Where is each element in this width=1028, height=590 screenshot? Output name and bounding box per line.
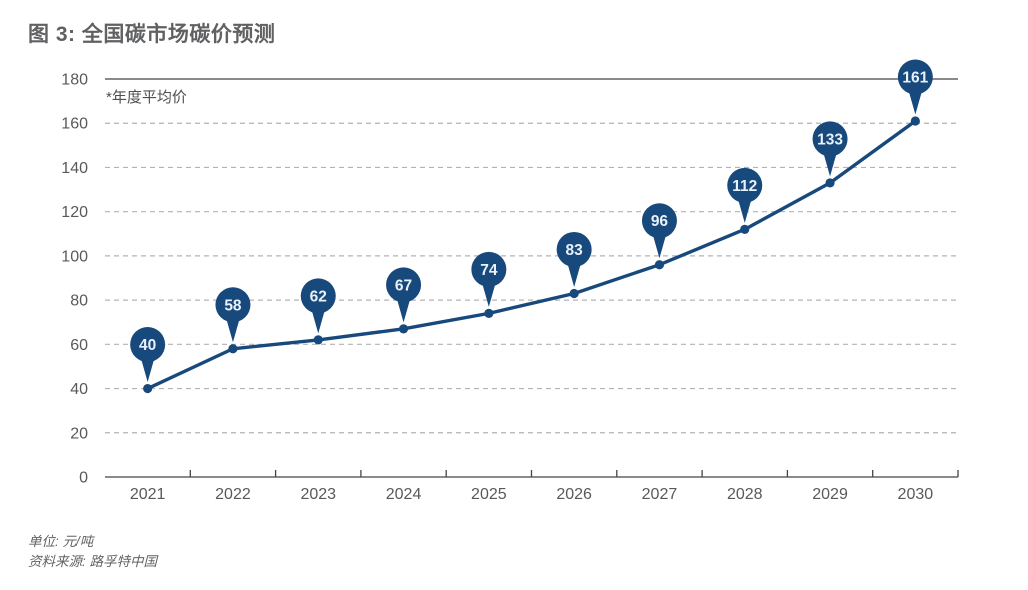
data-label-text: 96: [651, 213, 669, 230]
data-point: [398, 324, 409, 334]
data-label-bubble: [727, 167, 763, 203]
y-tick-label: 180: [61, 72, 88, 89]
data-label-bubble: [130, 327, 166, 363]
x-tick-label: 2027: [642, 486, 678, 503]
data-label-tail: [310, 306, 326, 334]
x-tick-label: 2025: [471, 486, 507, 503]
data-point: [143, 383, 153, 394]
y-tick-label: 0: [79, 470, 88, 487]
data-point: [654, 260, 665, 270]
y-tick-label: 40: [70, 381, 88, 398]
unit-label: 单位: 元/吨: [28, 534, 94, 549]
source-label: 资料来源: 路孚特中国: [28, 553, 158, 569]
y-tick-label: 140: [61, 160, 88, 177]
data-point: [569, 288, 579, 299]
data-label-text: 58: [224, 297, 242, 314]
data-label-tail: [907, 88, 923, 115]
y-tick-label: 120: [61, 204, 88, 221]
data-label-bubble: [471, 251, 507, 287]
y-tick-label: 20: [70, 425, 88, 442]
data-label-tail: [140, 355, 156, 383]
x-tick-label: 2022: [215, 486, 251, 503]
data-point: [910, 116, 920, 126]
data-point: [313, 335, 323, 345]
data-label-tail: [737, 196, 753, 223]
data-point: [484, 308, 494, 318]
data-label-text: 67: [395, 277, 412, 294]
data-label-bubble: [215, 287, 251, 323]
y-tick-label: 100: [61, 248, 88, 265]
data-label-tail: [651, 231, 667, 259]
y-tick-label: 160: [61, 116, 88, 133]
data-label-bubble: [386, 267, 422, 303]
x-tick-label: 2023: [300, 486, 336, 503]
data-point: [740, 224, 750, 234]
data-point: [825, 178, 835, 188]
x-tick-label: 2030: [898, 486, 934, 503]
data-label-tail: [396, 295, 412, 323]
data-label-bubble: [641, 203, 677, 239]
data-label-text: 161: [902, 70, 928, 87]
data-label-bubble: [300, 278, 336, 314]
data-label-text: 74: [480, 262, 498, 279]
x-tick-label: 2028: [727, 486, 763, 503]
data-label-tail: [225, 315, 241, 343]
data-label-text: 133: [817, 131, 843, 148]
series-line: [145, 119, 918, 391]
x-tick-label: 2021: [130, 486, 166, 503]
x-tick-label: 2024: [386, 486, 422, 503]
figure-title: 图 3: 全国碳市场碳价预测: [28, 23, 276, 46]
data-label-text: 112: [732, 178, 757, 195]
y-tick-label: 80: [70, 293, 88, 310]
y-tick-label: 60: [70, 337, 88, 354]
data-label-text: 62: [310, 288, 327, 305]
data-label-tail: [822, 149, 838, 177]
x-tick-label: 2026: [556, 486, 592, 503]
data-label-tail: [481, 280, 497, 307]
chart-footer: 单位: 元/吨 资料来源: 路孚特中国: [28, 532, 157, 571]
data-label-tail: [566, 260, 582, 287]
chart-footnote-annual-average: *年度平均价: [106, 89, 187, 106]
data-label-text: 40: [139, 337, 156, 354]
data-label-bubble: [556, 231, 592, 267]
x-tick-label: 2029: [812, 486, 848, 503]
data-label-bubble: [812, 121, 848, 157]
data-point: [228, 344, 238, 354]
data-label-bubble: [897, 59, 933, 95]
data-label-text: 83: [566, 242, 584, 259]
